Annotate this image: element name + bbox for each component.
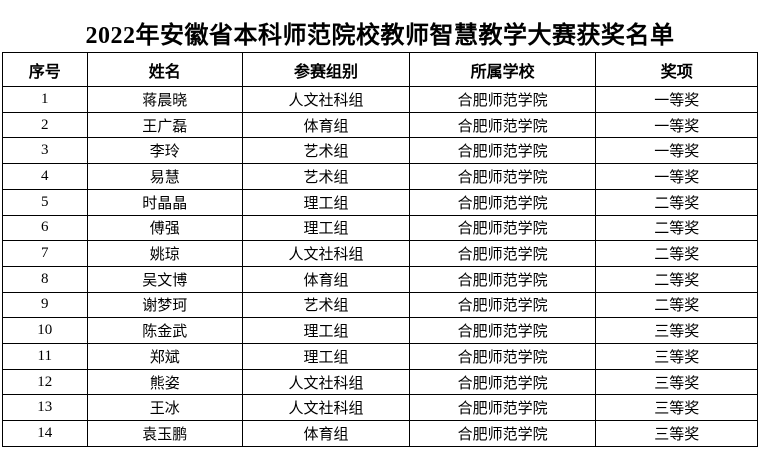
table-row: 4 易慧 艺术组 合肥师范学院 一等奖 (2, 163, 758, 190)
table-row: 7 姚琼 人文社科组 合肥师范学院 二等奖 (2, 240, 758, 267)
award-cell: 三等奖 (595, 420, 758, 447)
award-cell: 二等奖 (595, 214, 758, 242)
table-row: 13 王冰 人文社科组 合肥师范学院 三等奖 (2, 394, 758, 422)
group-cell: 体育组 (242, 265, 410, 293)
table-row: 14 袁玉鹏 体育组 合肥师范学院 三等奖 (2, 420, 758, 447)
name-cell: 姚琼 (86, 240, 244, 267)
table-row: 5 时晶晶 理工组 合肥师范学院 二等奖 (2, 188, 758, 216)
no-cell: 7 (2, 240, 88, 267)
school-cell: 合肥师范学院 (408, 265, 597, 293)
no-cell: 1 (2, 86, 88, 113)
award-cell: 一等奖 (595, 163, 758, 190)
award-cell: 二等奖 (595, 265, 758, 293)
name-cell: 谢梦珂 (86, 291, 244, 319)
school-cell: 合肥师范学院 (408, 240, 597, 267)
table-row: 10 陈金武 理工组 合肥师范学院 三等奖 (2, 317, 758, 345)
group-cell: 理工组 (242, 343, 410, 370)
name-cell: 王广磊 (86, 111, 244, 139)
school-cell: 合肥师范学院 (408, 317, 597, 345)
name-cell: 袁玉鹏 (86, 420, 244, 447)
name-cell: 王冰 (86, 394, 244, 422)
no-cell: 6 (2, 214, 88, 242)
name-cell: 吴文博 (86, 265, 244, 293)
group-cell: 人文社科组 (242, 368, 410, 396)
no-cell: 2 (2, 111, 88, 139)
table-row: 12 熊姿 人文社科组 合肥师范学院 三等奖 (2, 368, 758, 396)
no-cell: 5 (2, 188, 88, 216)
award-cell: 一等奖 (595, 111, 758, 139)
header-cell-school: 所属学校 (408, 52, 597, 87)
group-cell: 理工组 (242, 214, 410, 242)
table-row: 3 李玲 艺术组 合肥师范学院 一等奖 (2, 137, 758, 165)
no-cell: 12 (2, 368, 88, 396)
group-cell: 人文社科组 (242, 86, 410, 113)
header-cell-no: 序号 (2, 52, 88, 87)
no-cell: 8 (2, 265, 88, 293)
no-cell: 13 (2, 394, 88, 422)
group-cell: 体育组 (242, 420, 410, 447)
award-cell: 三等奖 (595, 368, 758, 396)
no-cell: 4 (2, 163, 88, 190)
school-cell: 合肥师范学院 (408, 188, 597, 216)
school-cell: 合肥师范学院 (408, 111, 597, 139)
name-cell: 熊姿 (86, 368, 244, 396)
group-cell: 理工组 (242, 188, 410, 216)
table-row: 2 王广磊 体育组 合肥师范学院 一等奖 (2, 111, 758, 139)
page-title: 2022年安徽省本科师范院校教师智慧教学大赛获奖名单 (85, 23, 675, 49)
no-cell: 3 (2, 137, 88, 165)
award-cell: 二等奖 (595, 240, 758, 267)
header-cell-name: 姓名 (86, 52, 244, 87)
school-cell: 合肥师范学院 (408, 420, 597, 447)
no-cell: 9 (2, 291, 88, 319)
group-cell: 人文社科组 (242, 240, 410, 267)
school-cell: 合肥师范学院 (408, 343, 597, 370)
group-cell: 艺术组 (242, 137, 410, 165)
award-table: 序号 姓名 参赛组别 所属学校 奖项 1 蒋晨晓 人文社科组 合肥师范学院 一等奖 2 王广… (2, 52, 758, 447)
group-cell: 艺术组 (242, 163, 410, 190)
no-cell: 14 (2, 420, 88, 447)
school-cell: 合肥师范学院 (408, 86, 597, 113)
name-cell: 李玲 (86, 137, 244, 165)
name-cell: 蒋晨晓 (86, 86, 244, 113)
group-cell: 理工组 (242, 317, 410, 345)
table-row: 8 吴文博 体育组 合肥师范学院 二等奖 (2, 265, 758, 293)
header-cell-group: 参赛组别 (242, 52, 410, 87)
table-row: 11 郑斌 理工组 合肥师范学院 三等奖 (2, 343, 758, 370)
school-cell: 合肥师范学院 (408, 394, 597, 422)
table-row: 1 蒋晨晓 人文社科组 合肥师范学院 一等奖 (2, 86, 758, 113)
name-cell: 陈金武 (86, 317, 244, 345)
school-cell: 合肥师范学院 (408, 163, 597, 190)
award-cell: 三等奖 (595, 343, 758, 370)
school-cell: 合肥师范学院 (408, 291, 597, 319)
award-cell: 三等奖 (595, 317, 758, 345)
group-cell: 人文社科组 (242, 394, 410, 422)
name-cell: 易慧 (86, 163, 244, 190)
award-cell: 二等奖 (595, 291, 758, 319)
name-cell: 时晶晶 (86, 188, 244, 216)
header-row: 序号 姓名 参赛组别 所属学校 奖项 (2, 52, 758, 87)
table-header: 序号 姓名 参赛组别 所属学校 奖项 (2, 52, 758, 87)
name-cell: 郑斌 (86, 343, 244, 370)
school-cell: 合肥师范学院 (408, 368, 597, 396)
header-cell-award: 奖项 (595, 52, 758, 87)
table-body: 1 蒋晨晓 人文社科组 合肥师范学院 一等奖 2 王广磊 体育组 合肥师范学院 一等奖 3 李玲 艺术组… (2, 86, 758, 447)
group-cell: 艺术组 (242, 291, 410, 319)
award-cell: 一等奖 (595, 137, 758, 165)
name-cell: 傅强 (86, 214, 244, 242)
school-cell: 合肥师范学院 (408, 214, 597, 242)
award-cell: 一等奖 (595, 86, 758, 113)
award-cell: 三等奖 (595, 394, 758, 422)
group-cell: 体育组 (242, 111, 410, 139)
table-row: 6 傅强 理工组 合肥师范学院 二等奖 (2, 214, 758, 242)
no-cell: 10 (2, 317, 88, 345)
school-cell: 合肥师范学院 (408, 137, 597, 165)
award-cell: 二等奖 (595, 188, 758, 216)
table-row: 9 谢梦珂 艺术组 合肥师范学院 二等奖 (2, 291, 758, 319)
no-cell: 11 (2, 343, 88, 370)
